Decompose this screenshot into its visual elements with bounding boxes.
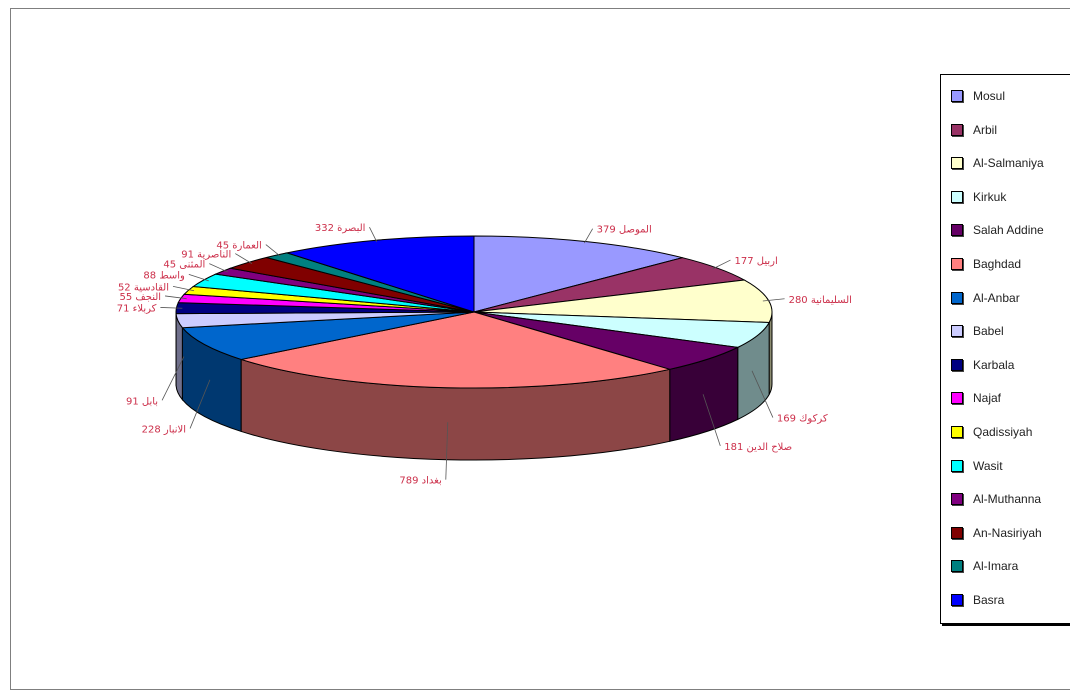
legend-item: Wasit xyxy=(941,449,1003,483)
slice-mosul xyxy=(473,235,683,313)
legend-item: Basra xyxy=(941,583,1004,617)
legend-item: Al-Anbar xyxy=(941,281,1020,315)
leader-line xyxy=(160,307,183,309)
data-label: النجف 55 xyxy=(119,292,161,303)
legend-swatch xyxy=(951,258,963,270)
legend: Mosul Arbil Al-Salmaniya Kirkuk Salah Addine… xyxy=(940,74,1070,624)
legend-swatch xyxy=(951,291,963,304)
legend-label: Arbil xyxy=(973,122,998,137)
legend-label: Salah Addine xyxy=(973,223,1044,238)
legend-item: Arbil xyxy=(941,113,997,147)
legend-item: Mosul xyxy=(941,79,1005,113)
leader-line xyxy=(189,379,211,429)
legend-item: Najaf xyxy=(941,381,1001,415)
legend-label: Karbala xyxy=(973,357,1015,372)
legend-item: Al-Salmaniya xyxy=(941,146,1044,180)
data-label: القادسية 52 xyxy=(118,282,169,293)
data-label: الناصرية 91 xyxy=(181,250,231,261)
legend-label: Al-Muthanna xyxy=(973,492,1042,507)
leader-line xyxy=(188,273,209,282)
data-label: العمارة 45 xyxy=(216,241,261,252)
legend-label: Al-Salmaniya xyxy=(973,156,1044,171)
legend-swatch xyxy=(951,224,963,237)
data-label: اربيل 177 xyxy=(734,256,777,267)
leader-line xyxy=(209,263,228,273)
data-label: الموصل 379 xyxy=(597,225,652,236)
legend-item: Kirkuk xyxy=(941,180,1006,214)
legend-item: Al-Imara xyxy=(941,549,1018,583)
slice-basra xyxy=(284,235,475,313)
legend-label: Al-Anbar xyxy=(973,290,1020,305)
legend-label: Mosul xyxy=(973,89,1006,103)
data-label: صلاح الدين 181 xyxy=(724,442,792,453)
leader-line xyxy=(762,298,785,302)
legend-label: An-Nasiriyah xyxy=(973,525,1042,540)
legend-swatch xyxy=(951,392,963,405)
legend-label: Baghdad xyxy=(973,257,1022,271)
legend-item: Qadissiyah xyxy=(941,415,1032,449)
leader-lines xyxy=(160,226,785,480)
leader-line xyxy=(751,370,774,418)
legend-label: Kirkuk xyxy=(973,189,1007,204)
data-label: بغداد 789 xyxy=(399,476,441,487)
data-label: السليمانية 280 xyxy=(789,295,852,306)
legend-swatch xyxy=(951,426,963,438)
legend-swatch xyxy=(951,459,963,472)
legend-item: Salah Addine xyxy=(941,213,1044,247)
legend-item: Al-Muthanna xyxy=(941,482,1041,516)
legend-label: Wasit xyxy=(973,458,1003,473)
legend-item: An-Nasiriyah xyxy=(941,516,1042,550)
leader-line xyxy=(172,285,195,292)
slice-baghdad xyxy=(239,311,670,389)
legend-item: Karbala xyxy=(941,348,1014,382)
legend-item: Baghdad xyxy=(941,247,1021,281)
leader-line xyxy=(235,253,253,264)
data-label: كربلاء 71 xyxy=(117,303,157,314)
legend-label: Qadissiyah xyxy=(973,425,1033,439)
legend-swatch xyxy=(951,325,963,338)
legend-swatch xyxy=(951,157,963,170)
legend-swatch xyxy=(951,594,963,606)
legend-swatch xyxy=(951,190,963,203)
legend-swatch xyxy=(951,123,963,136)
pie-tops xyxy=(175,235,773,389)
leader-line xyxy=(369,226,378,242)
leader-line xyxy=(702,394,721,446)
legend-label: Basra xyxy=(973,593,1005,607)
data-label: البصرة 332 xyxy=(315,223,366,234)
data-labels: الموصل 379 اربيل 177 السليمانية 280 كركوك 1… xyxy=(117,223,852,487)
data-label: المثنى 45 xyxy=(163,260,205,271)
legend-swatch xyxy=(951,493,963,506)
leader-line xyxy=(161,356,185,401)
leader-line xyxy=(164,295,187,300)
legend-swatch xyxy=(951,358,963,371)
legend-item: Babel xyxy=(941,314,1004,348)
legend-swatch xyxy=(951,560,963,573)
legend-swatch xyxy=(951,90,963,102)
data-label: كركوك 169 xyxy=(777,414,828,425)
legend-label: Al-Imara xyxy=(973,559,1019,574)
legend-label: Babel xyxy=(973,324,1004,339)
chart-frame xyxy=(10,8,1070,690)
leader-line xyxy=(265,244,281,257)
leader-line xyxy=(712,259,731,270)
data-label: واسط 88 xyxy=(143,270,185,281)
legend-label: Najaf xyxy=(973,391,1002,406)
data-label: بابل 91 xyxy=(126,396,158,407)
legend-swatch xyxy=(951,526,963,539)
leader-line xyxy=(583,228,593,244)
data-label: الانبار 228 xyxy=(142,424,186,435)
leader-line xyxy=(445,422,449,480)
